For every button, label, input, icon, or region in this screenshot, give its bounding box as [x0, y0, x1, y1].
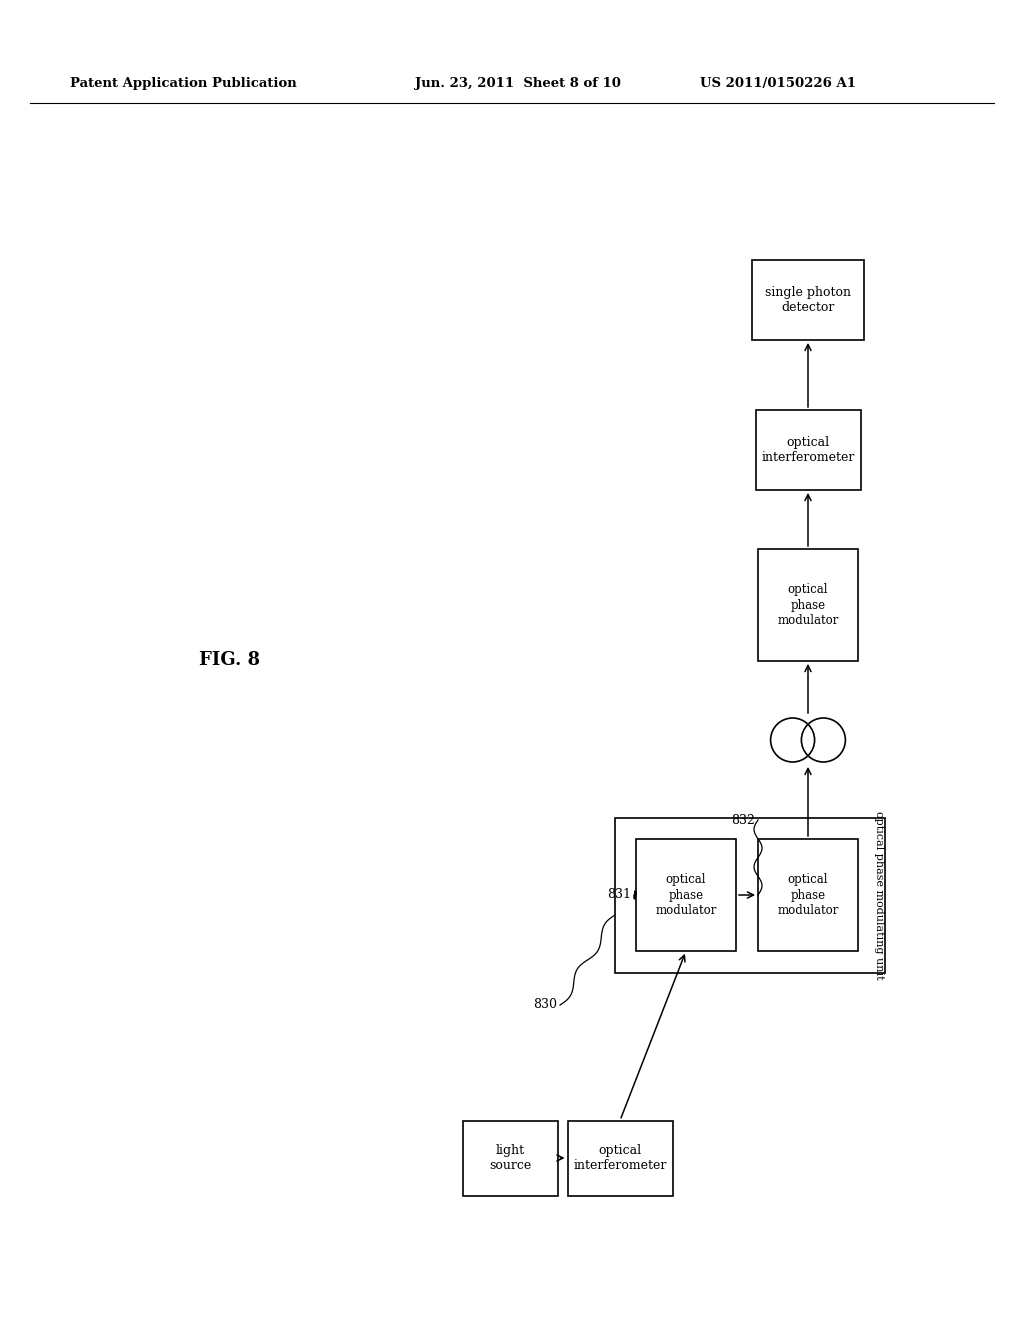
Bar: [615, 817, 885, 973]
Bar: [758, 840, 858, 950]
Text: Patent Application Publication: Patent Application Publication: [70, 77, 297, 90]
Bar: [752, 260, 864, 341]
Text: 832: 832: [731, 813, 755, 826]
Text: optical phase modulating unit: optical phase modulating unit: [874, 810, 884, 979]
Text: optical
phase
modulator: optical phase modulator: [655, 874, 717, 916]
Text: US 2011/0150226 A1: US 2011/0150226 A1: [700, 77, 856, 90]
Text: 830: 830: [534, 998, 557, 1011]
Bar: [756, 411, 860, 490]
Text: light
source: light source: [488, 1144, 531, 1172]
Text: optical
interferometer: optical interferometer: [573, 1144, 667, 1172]
Text: optical
interferometer: optical interferometer: [761, 436, 855, 465]
Text: optical
phase
modulator: optical phase modulator: [777, 583, 839, 627]
Text: optical
phase
modulator: optical phase modulator: [777, 874, 839, 916]
Text: Jun. 23, 2011  Sheet 8 of 10: Jun. 23, 2011 Sheet 8 of 10: [415, 77, 621, 90]
Text: FIG. 8: FIG. 8: [200, 651, 260, 669]
Bar: [758, 549, 858, 661]
Bar: [567, 1121, 673, 1196]
Bar: [463, 1121, 557, 1196]
Text: single photon
detector: single photon detector: [765, 286, 851, 314]
Bar: [636, 840, 736, 950]
Text: 831: 831: [607, 888, 631, 902]
